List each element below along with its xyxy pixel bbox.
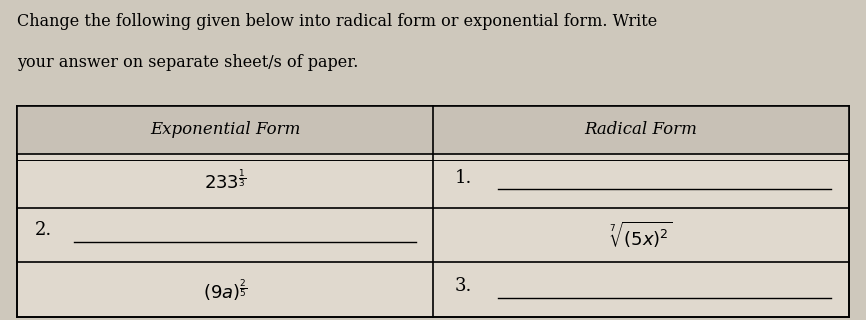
Text: 2.: 2. (35, 221, 52, 239)
Bar (17, 106, 849, 317)
Text: $233^{\frac{1}{3}}$: $233^{\frac{1}{3}}$ (204, 169, 246, 193)
Text: your answer on separate sheet/s of paper.: your answer on separate sheet/s of paper… (17, 54, 359, 71)
Text: 3.: 3. (455, 277, 472, 295)
Bar (17, 106, 849, 154)
Text: 1.: 1. (455, 169, 472, 187)
Text: Radical Form: Radical Form (585, 121, 697, 138)
Text: $\sqrt[7]{(5x)^2}$: $\sqrt[7]{(5x)^2}$ (609, 220, 673, 250)
Text: Change the following given below into radical form or exponential form. Write: Change the following given below into ra… (17, 13, 657, 30)
Text: $(9a)^{\frac{2}{5}}$: $(9a)^{\frac{2}{5}}$ (203, 276, 248, 303)
Text: Exponential Form: Exponential Form (150, 121, 301, 138)
